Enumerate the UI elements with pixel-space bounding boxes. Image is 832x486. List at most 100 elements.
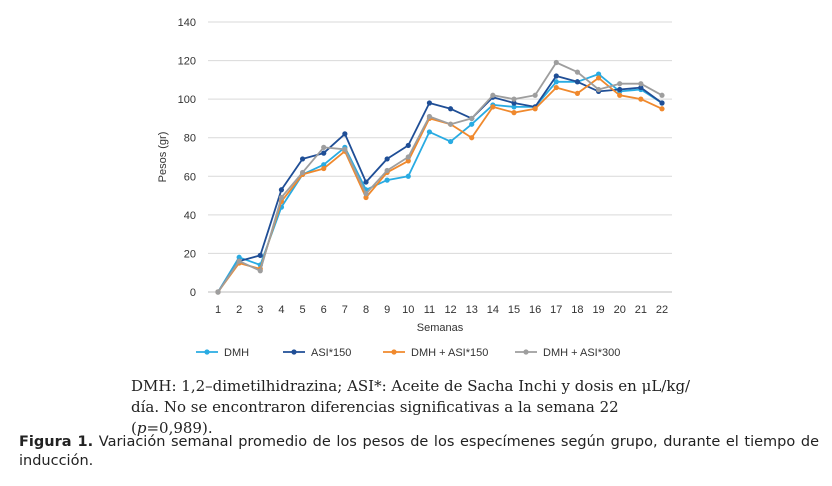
series-1 bbox=[215, 71, 665, 295]
y-tick-label: 0 bbox=[190, 287, 196, 299]
legend-label: ASI*150 bbox=[311, 347, 351, 359]
x-tick-label: 15 bbox=[508, 304, 520, 316]
legend-item: DMH + ASI*150 bbox=[383, 347, 488, 359]
y-tick-label: 20 bbox=[184, 248, 196, 260]
note-line-2-prefix: día. No se encontraron diferencias signi… bbox=[131, 398, 619, 437]
note-p-symbol: p bbox=[136, 419, 147, 437]
x-tick-label: 13 bbox=[466, 304, 478, 316]
data-point bbox=[574, 69, 581, 75]
series-3 bbox=[215, 75, 665, 295]
data-point bbox=[638, 84, 644, 91]
data-point bbox=[490, 104, 496, 110]
x-tick-label: 16 bbox=[529, 304, 541, 316]
series-line bbox=[217, 75, 663, 293]
data-point bbox=[384, 167, 390, 174]
y-axis-ticks: 0 20 40 60 80 100 120 140 bbox=[178, 17, 196, 299]
data-point bbox=[405, 142, 411, 149]
data-point bbox=[617, 86, 623, 93]
x-tick-label: 10 bbox=[402, 304, 414, 316]
y-tick-label: 80 bbox=[184, 133, 196, 145]
data-point bbox=[511, 110, 517, 116]
data-point bbox=[553, 59, 559, 66]
data-point bbox=[532, 92, 538, 98]
series-lines bbox=[215, 59, 665, 295]
series-4 bbox=[215, 59, 665, 295]
legend-item: DMH bbox=[196, 347, 249, 359]
data-point bbox=[405, 173, 411, 179]
data-point bbox=[257, 252, 263, 258]
figure-caption: Figura 1. Variación semanal promedio de … bbox=[19, 433, 819, 471]
x-tick-label: 1 bbox=[215, 304, 221, 316]
data-point bbox=[426, 129, 433, 135]
data-point bbox=[278, 194, 285, 201]
data-point bbox=[363, 179, 369, 185]
y-tick-label: 120 bbox=[178, 56, 196, 68]
x-tick-label: 17 bbox=[550, 304, 562, 316]
x-tick-label: 14 bbox=[487, 304, 499, 316]
data-point bbox=[469, 121, 475, 127]
data-point bbox=[321, 165, 327, 172]
data-point bbox=[384, 156, 390, 162]
legend-swatch-marker bbox=[204, 349, 210, 355]
x-tick-label: 2 bbox=[236, 304, 242, 316]
figure-note: DMH: 1,2–dimetilhidrazina; ASI*: Aceite … bbox=[131, 376, 691, 439]
data-point bbox=[595, 75, 602, 81]
data-point bbox=[447, 121, 454, 127]
x-tick-label: 20 bbox=[614, 304, 626, 316]
data-point bbox=[299, 156, 306, 162]
data-point bbox=[278, 187, 285, 193]
x-axis-title: Semanas bbox=[417, 322, 464, 334]
data-point bbox=[595, 86, 602, 93]
y-axis-title: Pesos (gr) bbox=[157, 132, 169, 183]
y-tick-label: 40 bbox=[184, 210, 196, 222]
x-tick-label: 8 bbox=[363, 304, 369, 316]
data-point bbox=[363, 194, 369, 201]
data-point bbox=[553, 73, 559, 79]
caption-text: Variación semanal promedio de los pesos … bbox=[19, 434, 819, 469]
legend-swatch-marker bbox=[391, 349, 397, 355]
data-point bbox=[321, 144, 327, 150]
x-tick-label: 4 bbox=[278, 304, 284, 316]
data-point bbox=[553, 79, 559, 85]
data-point bbox=[384, 177, 390, 183]
series-2 bbox=[215, 73, 665, 295]
data-point bbox=[617, 81, 623, 87]
legend: DMH ASI*150 DMH + ASI*150 DMH + ASI*300 bbox=[196, 347, 620, 359]
x-tick-label: 9 bbox=[384, 304, 390, 316]
grid-lines bbox=[208, 21, 672, 254]
y-tick-label: 100 bbox=[178, 94, 196, 106]
legend-swatch-marker bbox=[291, 349, 297, 355]
data-point bbox=[617, 92, 623, 98]
data-point bbox=[342, 131, 348, 137]
data-point bbox=[638, 81, 644, 87]
data-point bbox=[405, 154, 411, 160]
data-point bbox=[574, 79, 581, 85]
data-point bbox=[321, 150, 327, 156]
x-tick-label: 19 bbox=[592, 304, 604, 316]
data-point bbox=[363, 191, 369, 197]
data-point bbox=[659, 106, 665, 112]
data-point bbox=[595, 71, 602, 77]
note-line-2: día. No se encontraron diferencias signi… bbox=[131, 397, 691, 439]
data-point bbox=[299, 169, 306, 176]
data-point bbox=[321, 162, 327, 168]
y-tick-label: 60 bbox=[184, 171, 196, 183]
x-tick-label: 3 bbox=[257, 304, 263, 316]
data-point bbox=[447, 106, 454, 112]
data-point bbox=[215, 289, 221, 295]
y-tick-label: 140 bbox=[178, 17, 196, 29]
data-point bbox=[511, 96, 517, 102]
data-point bbox=[638, 96, 644, 102]
caption-label: Figura 1. bbox=[19, 434, 94, 450]
series-line bbox=[217, 73, 663, 293]
data-point bbox=[574, 90, 581, 96]
series-line bbox=[217, 61, 663, 293]
data-point bbox=[511, 104, 517, 110]
x-tick-label: 18 bbox=[571, 304, 583, 316]
data-point bbox=[405, 158, 411, 164]
legend-item: DMH + ASI*300 bbox=[515, 347, 620, 359]
data-point bbox=[659, 100, 665, 106]
data-point bbox=[469, 135, 475, 141]
x-tick-label: 5 bbox=[300, 304, 306, 316]
legend-label: DMH bbox=[224, 347, 249, 359]
